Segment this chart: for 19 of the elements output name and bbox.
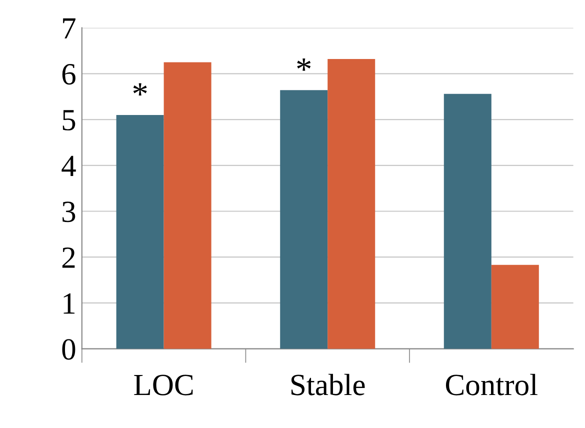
y-tick-label: 5 xyxy=(62,110,76,130)
bar xyxy=(280,90,328,349)
y-tick-label: 4 xyxy=(62,156,76,176)
bar xyxy=(328,59,376,349)
annotation: * xyxy=(297,58,311,71)
bar xyxy=(491,264,539,349)
bar xyxy=(116,114,164,349)
x-tick-label: LOC xyxy=(134,374,193,396)
bar xyxy=(164,62,212,349)
y-tick-label: 2 xyxy=(62,247,75,268)
y-tick-label: 7 xyxy=(63,18,76,38)
annotation: * xyxy=(133,83,147,96)
y-tick-label: 0 xyxy=(62,339,76,360)
y-tick-label: 6 xyxy=(62,64,76,85)
y-tick-label: 1 xyxy=(64,293,75,314)
y-tick-label: 3 xyxy=(62,202,76,222)
bar xyxy=(444,94,492,349)
x-tick-label: Stable xyxy=(291,374,365,396)
x-tick-label: Control xyxy=(446,374,538,396)
